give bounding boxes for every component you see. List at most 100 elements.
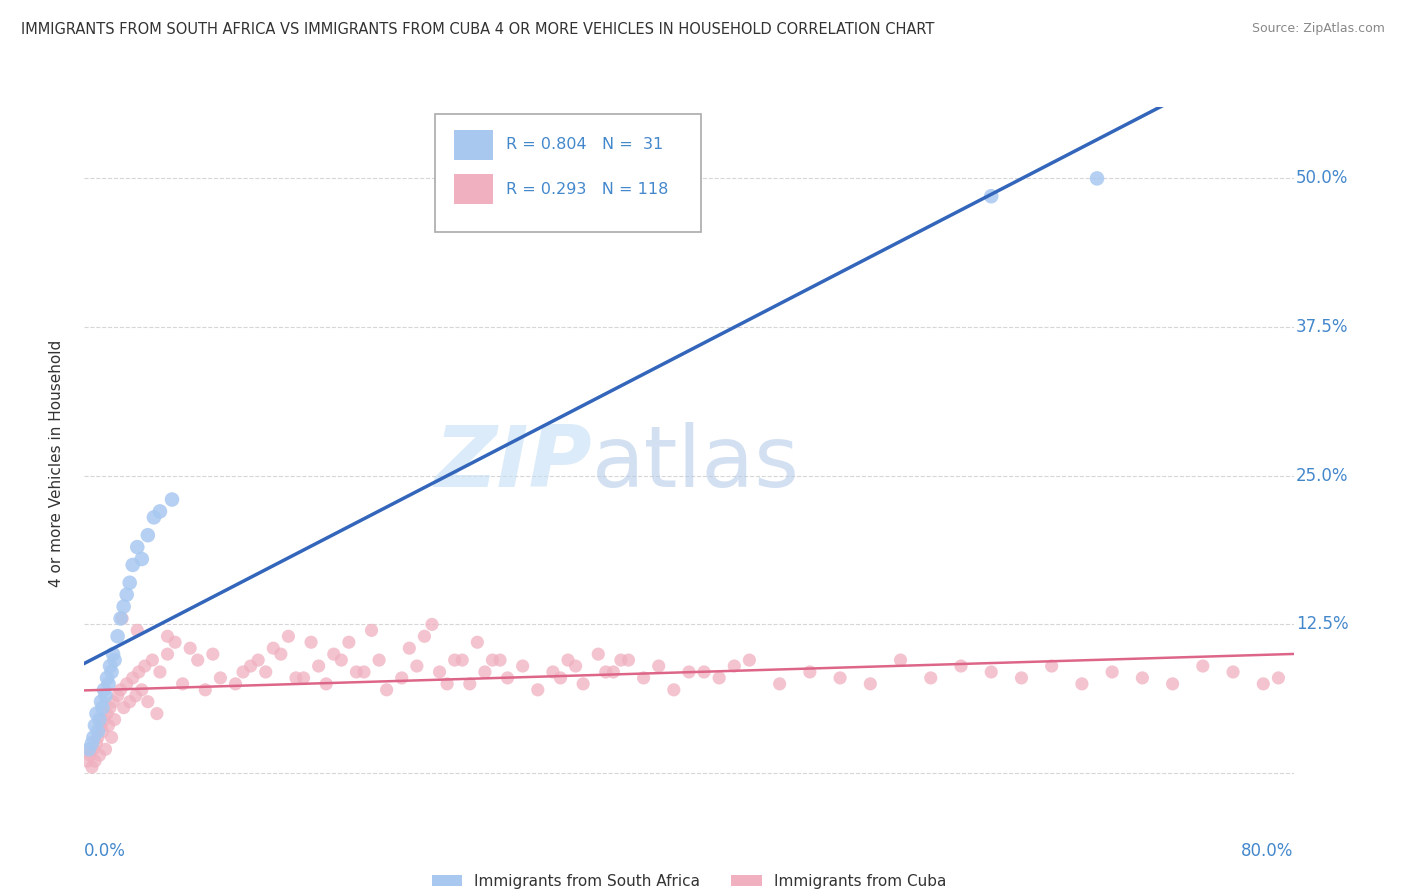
- Text: 12.5%: 12.5%: [1296, 615, 1348, 633]
- Point: [156, 647, 179, 661]
- Point: [104, 653, 127, 667]
- Point: [172, 677, 194, 691]
- Point: [1101, 665, 1123, 679]
- Point: [96, 706, 118, 721]
- Point: [131, 552, 153, 566]
- Point: [121, 558, 143, 572]
- Point: [111, 611, 134, 625]
- Text: 37.5%: 37.5%: [1296, 318, 1348, 336]
- Point: [1222, 665, 1244, 679]
- Point: [610, 653, 633, 667]
- Point: [194, 682, 217, 697]
- Point: [262, 641, 284, 656]
- Point: [769, 677, 792, 691]
- Point: [80, 736, 103, 750]
- Point: [595, 665, 617, 679]
- Point: [121, 671, 143, 685]
- Point: [118, 695, 141, 709]
- Point: [1191, 659, 1213, 673]
- Point: [1071, 677, 1094, 691]
- Point: [149, 504, 172, 518]
- Point: [662, 682, 685, 697]
- Point: [368, 653, 391, 667]
- Point: [136, 695, 159, 709]
- Point: [90, 718, 112, 732]
- Point: [110, 682, 132, 697]
- Point: [91, 724, 114, 739]
- Point: [299, 635, 322, 649]
- Point: [1085, 171, 1108, 186]
- Point: [481, 653, 503, 667]
- Text: atlas: atlas: [592, 422, 800, 506]
- Point: [1251, 677, 1274, 691]
- Point: [723, 659, 745, 673]
- Point: [709, 671, 731, 685]
- Point: [467, 635, 489, 649]
- Point: [82, 731, 104, 745]
- Point: [163, 635, 186, 649]
- Point: [97, 718, 120, 732]
- Point: [94, 689, 117, 703]
- Point: [97, 677, 120, 691]
- Point: [330, 653, 353, 667]
- Text: Source: ZipAtlas.com: Source: ZipAtlas.com: [1251, 22, 1385, 36]
- Point: [125, 689, 148, 703]
- FancyBboxPatch shape: [454, 174, 494, 204]
- Point: [550, 671, 572, 685]
- Point: [112, 700, 135, 714]
- Point: [136, 528, 159, 542]
- Point: [82, 742, 104, 756]
- Point: [489, 653, 512, 667]
- Point: [127, 624, 149, 638]
- Text: 50.0%: 50.0%: [1296, 169, 1348, 187]
- Point: [101, 695, 124, 709]
- Point: [496, 671, 519, 685]
- Point: [693, 665, 716, 679]
- Point: [572, 677, 595, 691]
- Point: [146, 706, 169, 721]
- Point: [209, 671, 232, 685]
- Point: [96, 671, 118, 685]
- Point: [277, 629, 299, 643]
- Point: [980, 665, 1002, 679]
- Point: [225, 677, 247, 691]
- Point: [94, 742, 117, 756]
- Point: [474, 665, 496, 679]
- Point: [1161, 677, 1184, 691]
- Point: [131, 682, 153, 697]
- Point: [353, 665, 375, 679]
- Point: [375, 682, 398, 697]
- Point: [322, 647, 344, 661]
- Point: [564, 659, 586, 673]
- Point: [1130, 671, 1153, 685]
- Point: [557, 653, 579, 667]
- Y-axis label: 4 or more Vehicles in Household: 4 or more Vehicles in Household: [49, 340, 63, 588]
- Point: [128, 665, 150, 679]
- Point: [738, 653, 761, 667]
- Point: [142, 510, 165, 524]
- Point: [107, 629, 129, 643]
- Point: [633, 671, 655, 685]
- Point: [156, 629, 179, 643]
- Point: [443, 653, 465, 667]
- Point: [84, 718, 107, 732]
- Point: [308, 659, 330, 673]
- Text: 80.0%: 80.0%: [1241, 842, 1294, 860]
- Point: [254, 665, 277, 679]
- Point: [93, 713, 115, 727]
- Point: [512, 659, 534, 673]
- Point: [458, 677, 481, 691]
- Point: [398, 641, 420, 656]
- Text: 25.0%: 25.0%: [1296, 467, 1348, 484]
- Point: [270, 647, 292, 661]
- Point: [239, 659, 262, 673]
- Point: [920, 671, 942, 685]
- Point: [80, 760, 103, 774]
- Point: [77, 742, 100, 756]
- Point: [127, 540, 149, 554]
- Point: [98, 700, 121, 714]
- Point: [284, 671, 308, 685]
- Point: [429, 665, 451, 679]
- FancyBboxPatch shape: [454, 130, 494, 160]
- Point: [232, 665, 254, 679]
